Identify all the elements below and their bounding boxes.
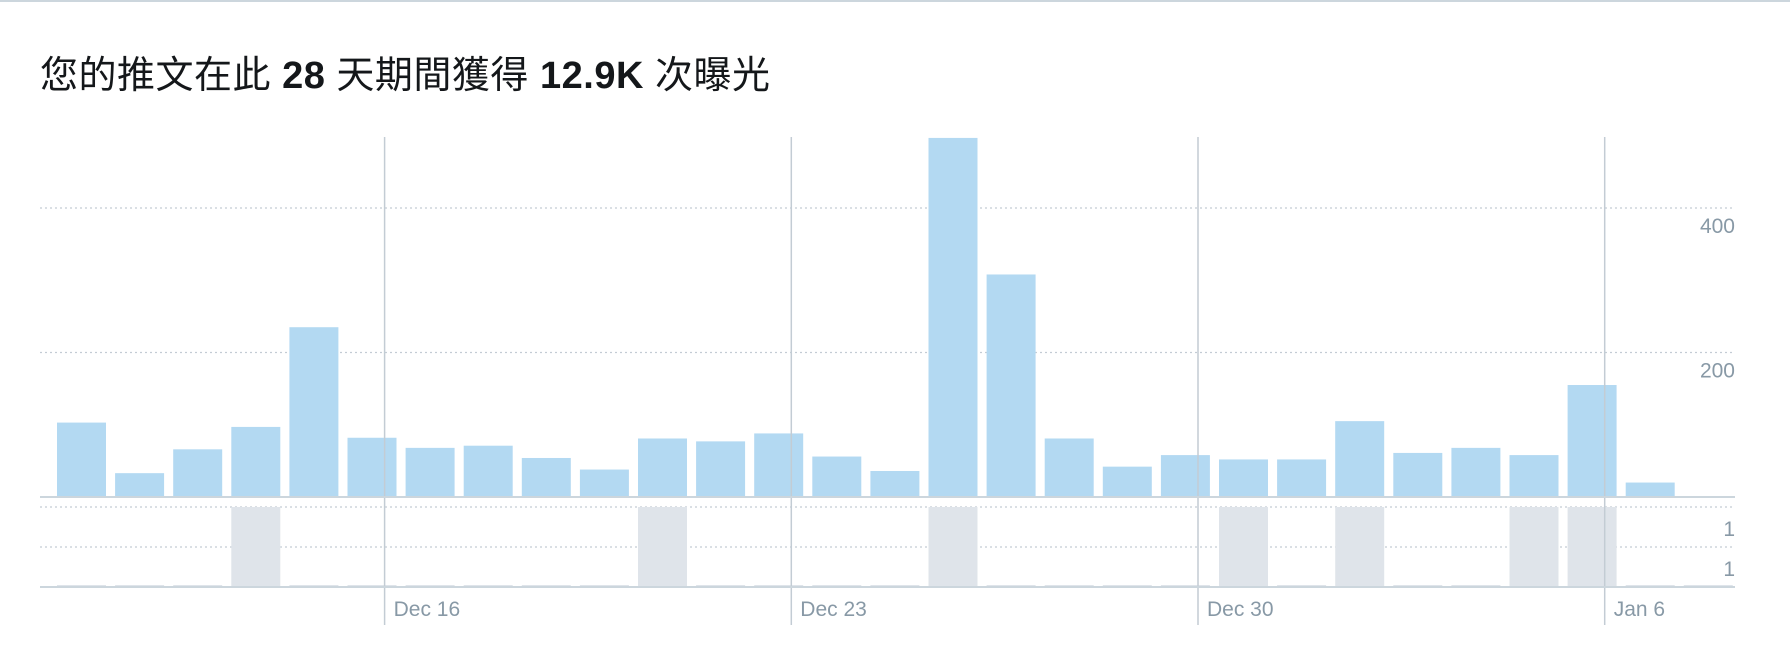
bar-dec-13 <box>231 426 281 497</box>
bar-dec-28 <box>1102 466 1152 497</box>
bar-dec-30 <box>1219 459 1268 497</box>
secondary-bar-dec-13 <box>231 507 281 587</box>
bar-dec-15 <box>347 437 397 497</box>
x-tick-label-4: Jan 6 <box>1614 598 1665 621</box>
bar-jan-6 <box>1625 482 1675 497</box>
title-impressions: 12.9K <box>540 55 644 97</box>
main-bars <box>57 137 1675 498</box>
bar-jan-5 <box>1567 385 1617 497</box>
bar-dec-11 <box>115 473 165 497</box>
secondary-y-tick-label-2: 1 <box>1723 558 1735 581</box>
title-suffix: 次曝光 <box>654 55 771 97</box>
bar-dec-16 <box>405 447 455 497</box>
title-prefix: 您的推文在此 <box>40 55 272 97</box>
bar-dec-12 <box>173 449 223 497</box>
bar-dec-20 <box>638 438 687 497</box>
secondary-y-tick-label-1: 1 <box>1723 518 1735 541</box>
bar-dec-14 <box>289 327 339 497</box>
secondary-bar-jan-4 <box>1509 507 1559 587</box>
bar-dec-29 <box>1160 455 1210 497</box>
top-divider <box>0 0 1790 2</box>
bar-dec-25 <box>928 137 978 498</box>
bar-jan-2 <box>1393 452 1443 497</box>
bar-jan-1 <box>1335 421 1385 497</box>
secondary-bar-dec-25 <box>928 507 978 587</box>
bar-dec-26 <box>986 274 1036 497</box>
bar-dec-24 <box>870 470 920 497</box>
secondary-bar-jan-1 <box>1335 507 1385 587</box>
bar-dec-22 <box>754 433 804 497</box>
secondary-bars <box>57 507 1733 587</box>
bar-dec-21 <box>696 441 746 497</box>
bar-dec-31 <box>1277 459 1327 497</box>
x-tick-label-1: Dec 16 <box>394 598 461 621</box>
y-tick-label-400: 400 <box>1700 215 1735 238</box>
label-layer: 200 400 1 1 Dec 16 Dec 23 Dec 30 Jan 6 <box>394 215 1735 621</box>
page-title: 您的推文在此 28 天期間獲得 12.9K 次曝光 <box>40 44 770 99</box>
axis-layer <box>40 137 1735 625</box>
x-tick-label-3: Dec 30 <box>1207 598 1274 621</box>
x-tick-label-2: Dec 23 <box>800 598 867 621</box>
title-middle: 天期間獲得 <box>336 55 529 97</box>
bar-jan-4 <box>1509 455 1559 497</box>
bar-dec-23 <box>812 456 862 497</box>
bar-dec-18 <box>521 457 571 497</box>
title-days: 28 <box>282 55 326 97</box>
bar-dec-19 <box>579 469 629 497</box>
bar-dec-17 <box>463 445 513 497</box>
secondary-bar-dec-30 <box>1219 507 1268 587</box>
bar-jan-3 <box>1451 447 1501 497</box>
secondary-bar-dec-20 <box>638 507 687 587</box>
y-tick-label-200: 200 <box>1700 360 1735 383</box>
bar-dec-10 <box>57 422 106 497</box>
secondary-bar-jan-5 <box>1567 507 1617 587</box>
bar-dec-27 <box>1044 438 1094 497</box>
